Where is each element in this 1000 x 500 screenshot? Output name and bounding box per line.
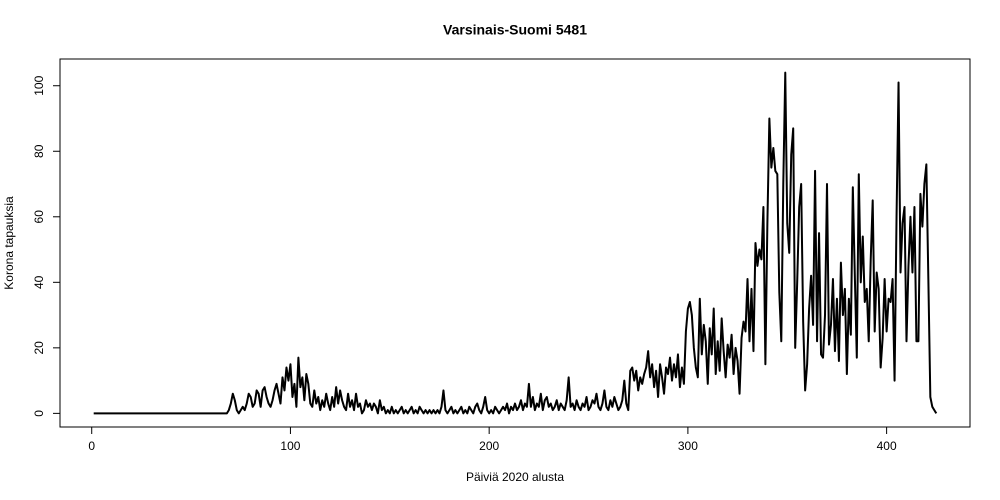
x-tick-label: 300 bbox=[678, 439, 698, 453]
x-tick-label: 200 bbox=[479, 439, 499, 453]
chart-title: Varsinais-Suomi 5481 bbox=[443, 22, 587, 38]
x-axis-label: Päiviä 2020 alusta bbox=[466, 470, 564, 484]
data-line bbox=[93, 71, 938, 415]
y-tick-label: 80 bbox=[32, 144, 46, 158]
y-tick-label: 0 bbox=[32, 410, 46, 417]
y-tick-label: 60 bbox=[32, 210, 46, 224]
y-tick-label: 20 bbox=[32, 341, 46, 355]
x-tick-label: 0 bbox=[88, 439, 95, 453]
x-tick-label: 400 bbox=[877, 439, 897, 453]
y-axis-label: Korona tapauksia bbox=[2, 196, 16, 290]
y-tick-label: 100 bbox=[32, 75, 46, 95]
plot-box bbox=[59, 58, 971, 428]
y-tick-label: 40 bbox=[32, 275, 46, 289]
x-tick-label: 100 bbox=[280, 439, 300, 453]
